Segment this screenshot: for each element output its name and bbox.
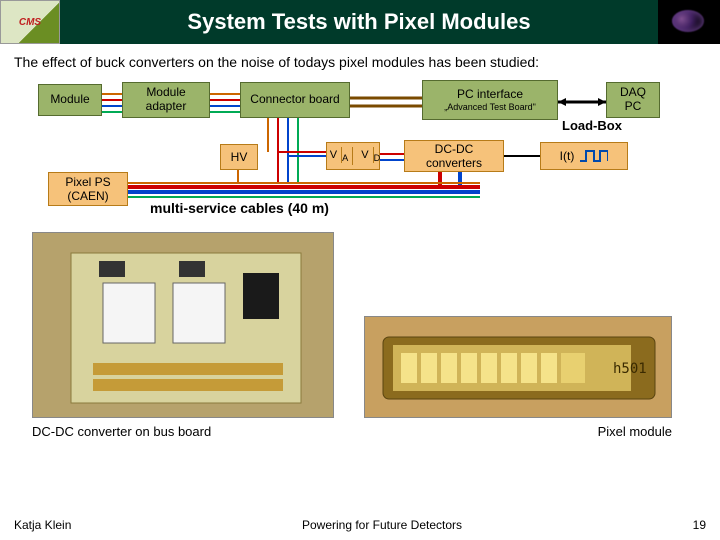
footer-center: Powering for Future Detectors	[302, 518, 462, 532]
footer-author: Katja Klein	[14, 518, 71, 532]
slide-title: System Tests with Pixel Modules	[60, 0, 658, 44]
subtitle-text: The effect of buck converters on the noi…	[0, 44, 720, 76]
box-module: Module	[38, 84, 102, 116]
decorative-graphic	[658, 0, 720, 44]
photo-pixel-module: h501	[364, 316, 672, 418]
box-va-vd: VA VD	[326, 142, 380, 170]
pcif-sub: „Advanced Test Board"	[444, 102, 536, 112]
footer-page: 19	[693, 518, 706, 532]
block-diagram: Module Module adapter Connector board PC…	[10, 76, 710, 226]
box-hv: HV	[220, 144, 258, 170]
photo-dcdc-board	[32, 232, 334, 418]
slide-footer: Katja Klein Powering for Future Detector…	[0, 518, 720, 532]
pixelps-sub: (CAEN)	[67, 189, 108, 203]
box-it: I(t)	[540, 142, 628, 170]
caption-left: DC-DC converter on bus board	[32, 424, 334, 439]
caption-right: Pixel module	[364, 424, 672, 439]
photo-col-right: h501 Pixel module	[364, 316, 672, 439]
logo-text: CMS	[19, 17, 41, 28]
pulse-icon	[578, 147, 608, 165]
box-pixel-ps: Pixel PS (CAEN)	[48, 172, 128, 206]
box-pc-interface: PC interface „Advanced Test Board"	[422, 80, 558, 120]
svg-text:h501: h501	[613, 361, 647, 377]
it-label: I(t)	[560, 149, 575, 163]
box-dcdc: DC-DC converters	[404, 140, 504, 172]
cms-logo: CMS	[0, 0, 60, 44]
title-bar: CMS System Tests with Pixel Modules	[0, 0, 720, 44]
box-module-adapter: Module adapter	[122, 82, 210, 118]
label-cable: multi-service cables (40 m)	[150, 200, 329, 216]
pcif-title: PC interface	[457, 88, 523, 102]
photo-col-left: DC-DC converter on bus board	[32, 232, 334, 439]
label-vd: VD	[353, 147, 384, 165]
label-loadbox: Load-Box	[562, 118, 622, 133]
box-connector-board: Connector board	[240, 82, 350, 118]
pixelps-top: Pixel PS	[65, 175, 110, 189]
label-va: VA	[322, 147, 353, 165]
box-daq-pc: DAQ PC	[606, 82, 660, 118]
photo-row: DC-DC converter on bus board h501 Pixel …	[0, 226, 720, 439]
